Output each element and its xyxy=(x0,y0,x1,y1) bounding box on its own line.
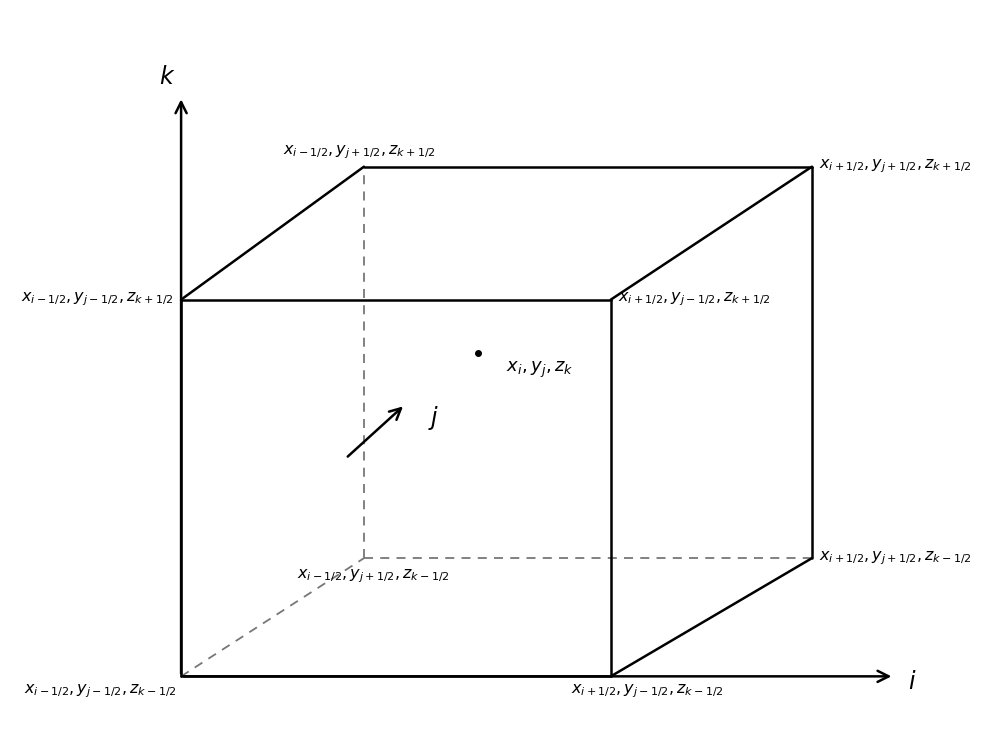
Text: $k$: $k$ xyxy=(159,65,176,89)
Text: $x_{i-1/2},y_{j+1/2},z_{k+1/2}$: $x_{i-1/2},y_{j+1/2},z_{k+1/2}$ xyxy=(283,143,436,161)
Text: $x_{i+1/2},y_{j+1/2},z_{k+1/2}$: $x_{i+1/2},y_{j+1/2},z_{k+1/2}$ xyxy=(819,158,972,176)
Text: $x_{i+1/2},y_{j-1/2},z_{k-1/2}$: $x_{i+1/2},y_{j-1/2},z_{k-1/2}$ xyxy=(571,682,724,700)
Text: $x_{i-1/2},y_{j+1/2},z_{k-1/2}$: $x_{i-1/2},y_{j+1/2},z_{k-1/2}$ xyxy=(297,567,449,585)
Text: $i$: $i$ xyxy=(908,669,916,693)
Text: $x_{i-1/2},y_{j-1/2},z_{k-1/2}$: $x_{i-1/2},y_{j-1/2},z_{k-1/2}$ xyxy=(24,682,177,700)
Text: $j$: $j$ xyxy=(428,404,439,432)
Text: $x_{i-1/2},y_{j-1/2},z_{k+1/2}$: $x_{i-1/2},y_{j-1/2},z_{k+1/2}$ xyxy=(21,291,174,309)
Text: $x_i,y_j,z_k$: $x_i,y_j,z_k$ xyxy=(506,360,573,380)
Text: $x_{i+1/2},y_{j+1/2},z_{k-1/2}$: $x_{i+1/2},y_{j+1/2},z_{k-1/2}$ xyxy=(819,549,972,567)
Text: $x_{i+1/2},y_{j-1/2},z_{k+1/2}$: $x_{i+1/2},y_{j-1/2},z_{k+1/2}$ xyxy=(618,291,771,309)
